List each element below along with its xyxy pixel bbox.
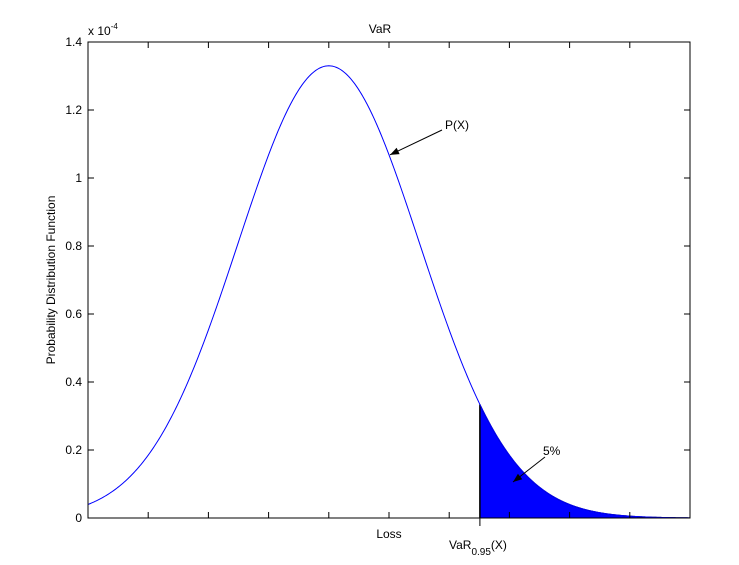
y-axis-label: Probability Distribution Function xyxy=(44,196,58,365)
var-tick-label: VaR0.95(X) xyxy=(449,538,507,558)
y-scale-label: x 10-4 xyxy=(88,22,118,38)
tail-arrow-head xyxy=(513,473,523,482)
pdf-curve xyxy=(87,65,691,519)
annotation-tail-pct: 5% xyxy=(543,444,561,458)
plot-frame xyxy=(87,41,691,519)
y-tick-label: 0 xyxy=(75,511,82,525)
y-tick-label: 1.4 xyxy=(65,35,82,49)
y-scale-exponent: -4 xyxy=(111,22,119,31)
annotation-px: P(X) xyxy=(445,118,469,132)
y-tick-label: 0.2 xyxy=(65,443,82,457)
y-tick-label: 0.4 xyxy=(65,375,82,389)
y-tick-label: 0.6 xyxy=(65,307,82,321)
px-arrow-head xyxy=(390,147,400,155)
y-tick-label: 1.2 xyxy=(65,103,82,117)
chart-title: VaR xyxy=(369,22,392,36)
tail-area xyxy=(479,404,691,519)
px-arrow xyxy=(389,129,443,156)
y-tick-label: 0.8 xyxy=(65,239,82,253)
y-tick-label: 1 xyxy=(75,171,82,185)
x-axis-label: Loss xyxy=(376,527,401,541)
